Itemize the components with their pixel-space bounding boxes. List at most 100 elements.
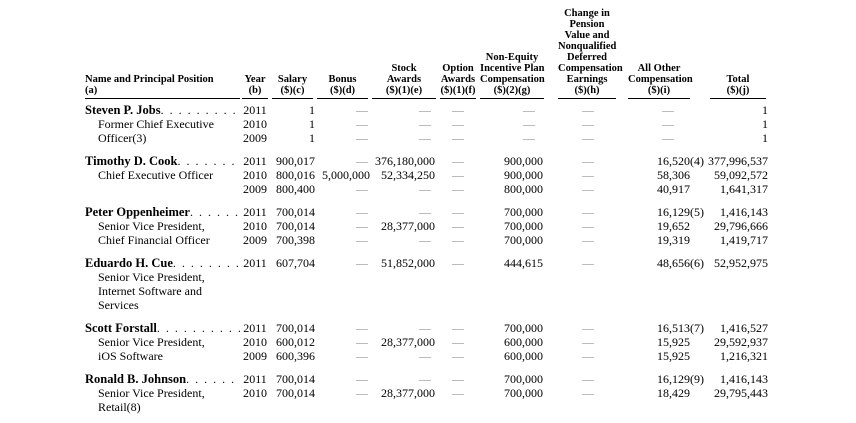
cell-aoc	[618, 284, 692, 298]
cell-pension	[546, 284, 618, 298]
cell-stock: 28,377,000	[381, 386, 435, 400]
cell-stock: —	[370, 205, 438, 219]
header-line: ($)(d)	[329, 85, 356, 96]
cell-total: 1,419,717	[720, 233, 768, 247]
em-dash: —	[356, 103, 368, 117]
cell-name	[85, 182, 240, 196]
cell-neq: 700,000	[504, 372, 543, 386]
executive-name: Eduardo H. Cue	[85, 256, 173, 270]
em-dash: —	[582, 154, 594, 168]
cell-stock: —	[370, 182, 438, 196]
cell-name: Officer(3)	[85, 131, 240, 145]
header-underline-pension-change: Change in Pension Value and Nonqualified Def…	[558, 8, 623, 99]
cell-salary: 600,012	[276, 335, 315, 349]
em-dash: —	[452, 386, 464, 400]
em-dash: —	[452, 103, 464, 117]
cell-bonus	[315, 298, 370, 312]
table-row: Senior Vice President, 2010 700,014 — 28,377…	[85, 386, 768, 400]
cell-year: 2010	[243, 386, 267, 400]
table-row: Chief Executive Officer 2010 800,016 5,000,…	[85, 168, 768, 182]
cell-total: 1,216,321	[720, 349, 768, 363]
cell-pension: —	[546, 256, 618, 270]
cell-name: Chief Financial Officer	[85, 233, 240, 247]
header-line: Change in	[564, 8, 610, 19]
summary-compensation-table: Name and Principal Position (a) Year (b) Sal…	[85, 8, 768, 423]
cell-salary: 700,014	[276, 386, 315, 400]
cell-aoc: 58,306	[657, 168, 690, 182]
cell-total	[692, 400, 768, 414]
dot-leader	[190, 205, 240, 219]
table-row: 2009 800,400 — — — 800,000 — 40,917 1,641,317	[85, 182, 768, 196]
cell-year: 2009	[243, 131, 267, 145]
cell-salary: 607,704	[276, 256, 315, 270]
cell-name: Senior Vice President,	[85, 270, 240, 284]
cell-pension: —	[546, 335, 618, 349]
em-dash: —	[452, 372, 464, 386]
cell-salary	[270, 270, 315, 284]
cell-neq: 700,000	[504, 386, 543, 400]
cell-pension: —	[546, 386, 618, 400]
header-name: Name and Principal Position (a)	[85, 74, 240, 99]
header-line: Pension	[569, 19, 605, 30]
cell-bonus: —	[315, 117, 370, 131]
cell-name: Timothy D. Cook	[85, 154, 240, 168]
cell-value: 16,520	[657, 154, 690, 168]
position-line: Senior Vice President,	[98, 219, 205, 233]
cell-aoc: 19,319	[657, 233, 690, 247]
header-year: Year (b)	[240, 74, 270, 99]
position-line: Senior Vice President,	[98, 335, 205, 349]
cell-neq: 600,000	[504, 349, 543, 363]
em-dash: —	[356, 182, 368, 196]
cell-stock: —	[370, 321, 438, 335]
cell-year: 2011	[243, 205, 267, 219]
cell-name: Eduardo H. Cue	[85, 256, 240, 270]
cell-pension	[546, 270, 618, 284]
cell-year: 2010	[243, 219, 267, 233]
cell-neq: 700,000	[504, 233, 543, 247]
cell-salary: 1	[309, 131, 315, 145]
header-line: Compensation	[480, 74, 545, 85]
em-dash: —	[419, 182, 431, 196]
cell-stock: 28,377,000	[381, 219, 435, 233]
em-dash: —	[452, 233, 464, 247]
table-row: Timothy D. Cook 2011 900,017 — 376,180,000 — 9…	[85, 154, 768, 168]
cell-stock: 376,180,000	[375, 154, 435, 168]
em-dash: —	[452, 349, 464, 363]
position-line: iOS Software	[98, 349, 163, 363]
cell-total: 1	[762, 103, 768, 117]
header-line: Incentive Plan	[480, 63, 545, 74]
header-line: Value and	[564, 30, 610, 41]
header-line: Year	[244, 74, 266, 85]
em-dash: —	[452, 256, 464, 270]
cell-salary	[270, 400, 315, 414]
cell-neq	[478, 284, 546, 298]
position-line: Services	[98, 298, 139, 312]
cell-aoc: 16,513(7)	[657, 321, 704, 335]
table-row: Senior Vice President, 2010 700,014 — 28,377…	[85, 219, 768, 233]
cell-bonus: —	[315, 182, 370, 196]
header-line: ($)(1)(e)	[385, 85, 423, 96]
cell-aoc	[618, 400, 692, 414]
cell-stock: —	[370, 349, 438, 363]
cell-option: —	[438, 372, 478, 386]
cell-pension	[546, 298, 618, 312]
cell-option: —	[438, 154, 478, 168]
cell-stock	[370, 284, 438, 298]
cell-value: 16,129	[657, 205, 690, 219]
header-underline-stock-awards: Stock Awards ($)(1)(e)	[372, 63, 436, 99]
cell-option: —	[438, 131, 478, 145]
executive-name: Scott Forstall	[85, 321, 157, 335]
cell-salary: 700,014	[276, 372, 315, 386]
position-line: Chief Executive Officer	[98, 168, 214, 182]
cell-stock: 28,377,000	[381, 335, 435, 349]
position-line: Chief Financial Officer	[98, 233, 210, 247]
em-dash: —	[419, 131, 431, 145]
cell-value: 16,513	[657, 321, 690, 335]
cell-option: —	[438, 335, 478, 349]
cell-year: 2011	[243, 256, 267, 270]
em-dash: —	[356, 117, 368, 131]
cell-stock	[370, 298, 438, 312]
em-dash: —	[356, 372, 368, 386]
header-line: Awards	[440, 74, 476, 85]
